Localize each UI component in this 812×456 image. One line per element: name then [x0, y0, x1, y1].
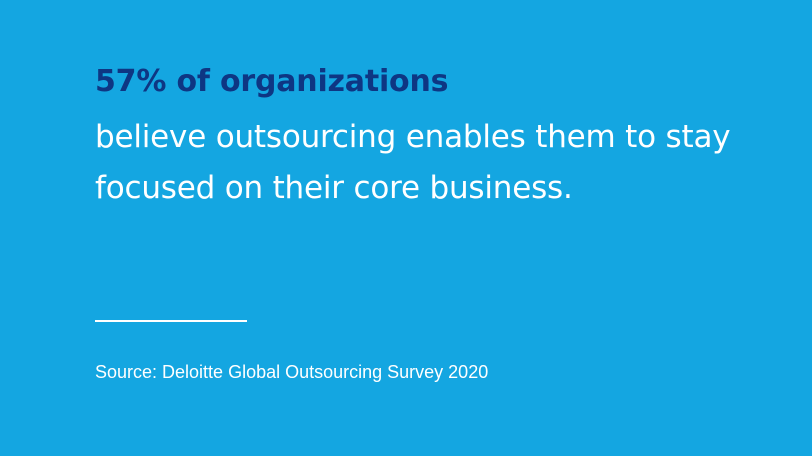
stat-headline: 57% of organizations: [95, 64, 449, 99]
source-citation: Source: Deloitte Global Outsourcing Surv…: [95, 362, 489, 382]
stat-body: believe outsourcing enables them to stay…: [95, 119, 731, 206]
divider: [95, 320, 247, 322]
